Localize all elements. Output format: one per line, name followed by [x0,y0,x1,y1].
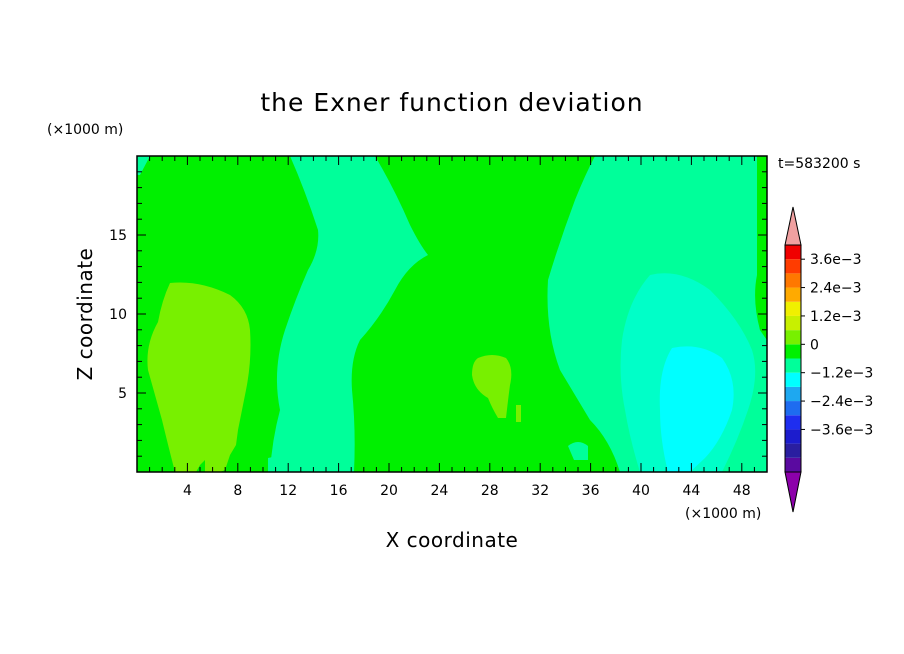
plot-area [136,155,768,473]
colorbar-swatch [785,457,801,472]
x-unit-label: (×1000 m) [685,506,761,522]
z-tick-label: 10 [109,307,127,323]
region-right-edge-sliver [757,265,767,340]
region-positive-left [147,282,251,472]
colorbar-under-triangle [784,471,802,513]
colorbar-swatch [785,301,801,316]
colorbar-swatch [785,358,801,373]
chart-title: the Exner function deviation [260,88,643,117]
colorbar-frame [784,244,802,473]
x-axis-label: X coordinate [386,528,519,552]
colorbar-swatch [785,273,801,288]
x-tick-label: 4 [183,483,192,499]
x-tick-label: 8 [233,483,242,499]
colorbar-swatch [785,401,801,416]
y-axis-label: Z coordinate [73,248,97,381]
x-tick-label: 16 [330,483,348,499]
tick-marks [137,156,767,472]
colorbar-swatch [785,245,801,260]
x-tick-label: 32 [531,483,549,499]
colorbar-swatch [785,330,801,345]
region-positive-middle [472,355,512,418]
colorbar-swatch [785,315,801,331]
region-negative-bottom-patch [268,455,290,472]
region-negative-small-patch [568,442,588,460]
colorbar-over-triangle [784,206,802,246]
z-tick-label: 5 [118,386,127,402]
x-tick-label: 28 [481,483,499,499]
region-top-left-corner [137,156,150,175]
time-label: t=583200 s [778,156,860,172]
x-tick-label: 20 [380,483,398,499]
colorbar-tick-label: −3.6e−3 [810,422,873,438]
z-unit-label: (×1000 m) [47,122,123,138]
colorbar-swatch [785,344,801,359]
x-tick-label: 24 [430,483,448,499]
colorbar-tick-label: 3.6e−3 [810,252,862,268]
colorbar-swatch [785,372,801,387]
region-positive-middle-speck [516,405,521,422]
colorbar-swatch [785,415,801,430]
colorbar-swatch [785,386,801,402]
colorbar-swatch [785,443,801,458]
colorbar [784,206,805,513]
x-tick-label: 36 [582,483,600,499]
z-tick-label: 15 [109,228,127,244]
colorbar-tick-label: −2.4e−3 [810,394,873,410]
colorbar-swatch [785,259,801,274]
x-tick-label: 12 [279,483,297,499]
x-tick-label: 44 [682,483,700,499]
x-tick-label: 48 [733,483,751,499]
colorbar-tick-label: 1.2e−3 [810,309,862,325]
colorbar-swatch [785,287,801,302]
region-negative-strong [659,346,734,472]
colorbar-tick-label: 2.4e−3 [810,281,862,297]
colorbar-swatch [785,429,801,444]
x-tick-label: 40 [632,483,650,499]
colorbar-tick-label: −1.2e−3 [810,366,873,382]
colorbar-labels: 3.6e−3 2.4e−3 1.2e−3 0 −1.2e−3 −2.4e−3 −3.6e−3 [810,252,873,438]
region-negative-center [270,156,428,472]
colorbar-tick-label: 0 [810,337,819,353]
